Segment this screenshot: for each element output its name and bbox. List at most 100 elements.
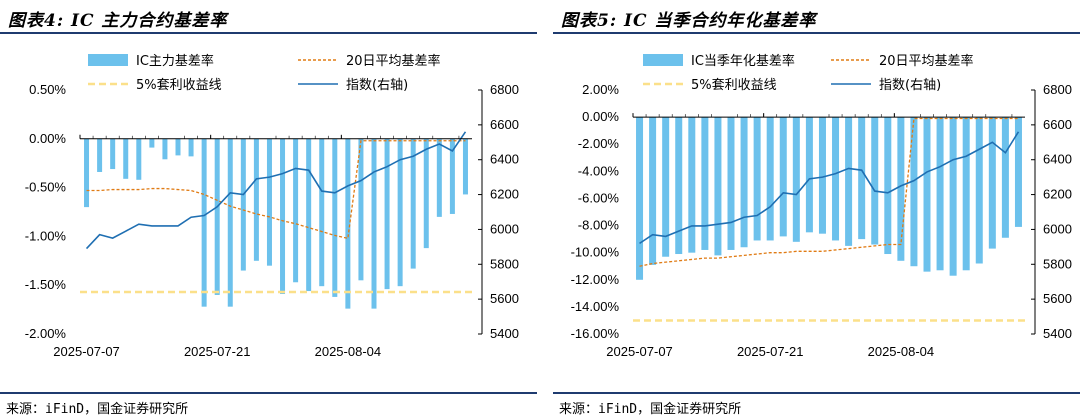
index-series-line (639, 131, 1020, 245)
basis-bar (832, 117, 840, 241)
x-tick-label: 2025-08-04 (868, 344, 935, 359)
basis-bar (740, 117, 748, 248)
y-tick-label: 0.50% (29, 82, 66, 97)
y-tick-label: -1.00% (25, 228, 67, 243)
basis-bar (462, 138, 468, 195)
y-tick-label: -0.50% (25, 180, 67, 195)
chart-panel-basis-quarter: 图表5: IC 当季合约年化基差率 2.00% 0.00% -2.00% -4.00%… (553, 0, 1086, 420)
basis-bar (701, 117, 709, 250)
basis-bar (149, 138, 155, 148)
basis-bar (871, 117, 879, 245)
y2-tick-label: 6800 (1043, 82, 1072, 97)
x-tick-label: 2025-07-07 (53, 344, 120, 359)
chart-panel-basis-main: 图表4: IC 主力合约基差率 0.50% 0.00% -0.50% -1.00% -1… (0, 11, 537, 417)
basis-bar (162, 138, 168, 160)
basis-bar (449, 138, 455, 214)
basis-bar (662, 117, 670, 257)
basis-bar (753, 117, 761, 241)
basis-bar (1014, 117, 1022, 227)
y-tick-label: -4.00% (578, 163, 620, 178)
basis-bar (675, 117, 683, 255)
basis-bar (240, 138, 246, 271)
basis-bar (962, 117, 970, 271)
y-tick-label: -12.00% (571, 272, 620, 287)
basis-bar (306, 138, 312, 292)
basis-bar (123, 138, 129, 179)
basis-bar (110, 138, 116, 170)
x-tick-label: 2025-08-04 (315, 344, 382, 359)
index-series-line (85, 131, 467, 250)
y-tick-label: -2.00% (578, 136, 620, 151)
basis-bar (214, 138, 220, 295)
basis-bar (410, 138, 416, 269)
basis-bar (845, 117, 853, 246)
legend-swatch-bar (88, 54, 128, 66)
basis-bar (319, 138, 325, 287)
basis-bar (84, 138, 90, 208)
y-tick-label: -10.00% (571, 245, 620, 260)
y2-tick-label: 5600 (1043, 291, 1072, 306)
y2-tick-label: 5400 (1043, 326, 1072, 341)
x-tick-label: 2025-07-21 (184, 344, 251, 359)
basis-bar (280, 138, 286, 294)
basis-bar (97, 138, 103, 172)
legend-label: IC当季年化基差率 (691, 53, 795, 69)
basis-bar (371, 138, 377, 309)
source-note: 来源：iFinD，国金证券研究所 (6, 402, 189, 417)
y2-tick-label: 6000 (490, 221, 519, 236)
source-rule (553, 392, 1080, 394)
legend-swatch-bar (643, 54, 683, 66)
y-tick-label: -16.00% (571, 326, 620, 341)
basis-bar (727, 117, 735, 250)
x-tick-label: 2025-07-07 (606, 344, 673, 359)
basis-bar (949, 117, 957, 276)
legend-label: 指数(右轴) (879, 78, 941, 93)
legend-label: 20日平均基差率 (879, 53, 974, 69)
basis-bar (897, 117, 905, 261)
y-tick-label: 2.00% (582, 82, 619, 97)
avg20-series-line (86, 140, 466, 240)
legend-label: IC主力基差率 (136, 53, 214, 69)
avg20-series-line (639, 117, 1019, 267)
chart-title: 图表5: IC 当季合约年化基差率 (561, 11, 817, 31)
basis-bar (253, 138, 259, 261)
y-tick-label: -8.00% (578, 218, 620, 233)
basis-bar (227, 138, 233, 307)
basis-bar (423, 138, 429, 249)
basis-bar (649, 117, 657, 265)
basis-bar (188, 138, 194, 157)
y2-tick-label: 5400 (490, 326, 519, 341)
y-tick-label: -2.00% (25, 326, 67, 341)
basis-bar (688, 117, 696, 253)
basis-bar (792, 117, 800, 242)
legend-label: 20日平均基差率 (346, 53, 441, 69)
basis-bar (175, 138, 181, 156)
y2-tick-label: 6000 (1043, 221, 1072, 236)
basis-bar (923, 117, 931, 272)
basis-bar (136, 138, 142, 180)
title-rule (553, 32, 1080, 34)
y2-tick-label: 6600 (490, 117, 519, 132)
y2-tick-label: 5800 (490, 256, 519, 271)
source-note: 来源：iFinD，国金证券研究所 (559, 402, 742, 417)
basis-bar (805, 117, 813, 233)
basis-bar (858, 117, 866, 240)
basis-bar (884, 117, 892, 255)
chart-basis-main: 0.50% 0.00% -0.50% -1.00% -1.50% -2.00% 6800 66… (25, 53, 519, 359)
source-rule (0, 392, 537, 394)
basis-bar (1001, 117, 1009, 238)
basis-bar (975, 117, 983, 264)
basis-bar (988, 117, 996, 249)
legend-label: 5%套利收益线 (691, 77, 777, 93)
y-tick-label: -6.00% (578, 190, 620, 205)
basis-bar (201, 138, 207, 307)
title-rule (0, 32, 537, 34)
basis-bar (293, 138, 299, 283)
basis-bar (266, 138, 272, 266)
y2-tick-label: 6600 (1043, 117, 1072, 132)
x-tick-label: 2025-07-21 (737, 344, 804, 359)
basis-bar (714, 117, 722, 256)
y-tick-label: 0.00% (582, 109, 619, 124)
y-tick-label: -1.50% (25, 277, 67, 292)
basis-bar (436, 138, 442, 217)
